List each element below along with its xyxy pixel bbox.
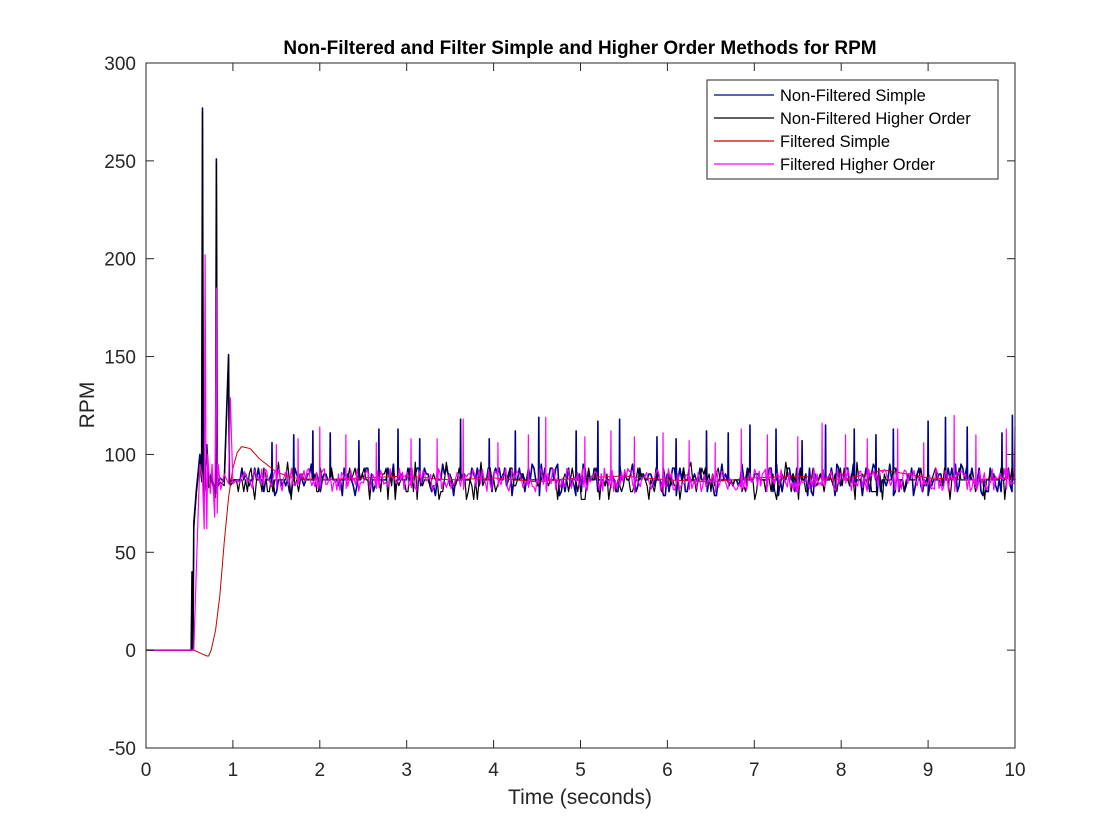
series-filtered-higher-order bbox=[146, 254, 1016, 651]
x-tick-label: 0 bbox=[141, 760, 152, 781]
x-tick-label: 5 bbox=[575, 760, 586, 781]
x-tick-label: 9 bbox=[923, 760, 934, 781]
x-tick-label: 2 bbox=[315, 760, 326, 781]
x-tick-label: 3 bbox=[401, 760, 412, 781]
y-tick-label: 0 bbox=[125, 641, 136, 662]
legend: Non-Filtered Simple Non-Filtered Higher … bbox=[706, 79, 999, 180]
y-tick-label: 300 bbox=[104, 54, 136, 75]
x-tick-label: 1 bbox=[228, 760, 239, 781]
y-tick-label: 200 bbox=[104, 250, 136, 271]
y-tick-label: 100 bbox=[104, 445, 136, 466]
legend-label-filtered-simple: Filtered Simple bbox=[780, 133, 890, 151]
y-tick-label: 250 bbox=[104, 152, 136, 173]
x-tick-label: 4 bbox=[488, 760, 499, 781]
y-tick-label: 150 bbox=[104, 348, 136, 369]
legend-box bbox=[706, 79, 999, 180]
series-layer bbox=[146, 107, 1016, 657]
x-tick-label: 10 bbox=[1004, 760, 1025, 781]
chart-title: Non-Filtered and Filter Simple and Highe… bbox=[283, 38, 876, 59]
y-tick-label: 50 bbox=[115, 543, 136, 564]
x-axis-label: Time (seconds) bbox=[508, 786, 652, 809]
y-axis-label: RPM bbox=[76, 382, 99, 429]
legend-label-non-filtered-higher-order: Non-Filtered Higher Order bbox=[780, 110, 971, 128]
x-tick-label: 6 bbox=[662, 760, 673, 781]
y-tick-label: -50 bbox=[109, 739, 136, 760]
legend-label-non-filtered-simple: Non-Filtered Simple bbox=[780, 87, 926, 105]
x-tick-label: 8 bbox=[836, 760, 847, 781]
x-tick-label: 7 bbox=[749, 760, 760, 781]
legend-label-filtered-higher-order: Filtered Higher Order bbox=[780, 156, 935, 174]
